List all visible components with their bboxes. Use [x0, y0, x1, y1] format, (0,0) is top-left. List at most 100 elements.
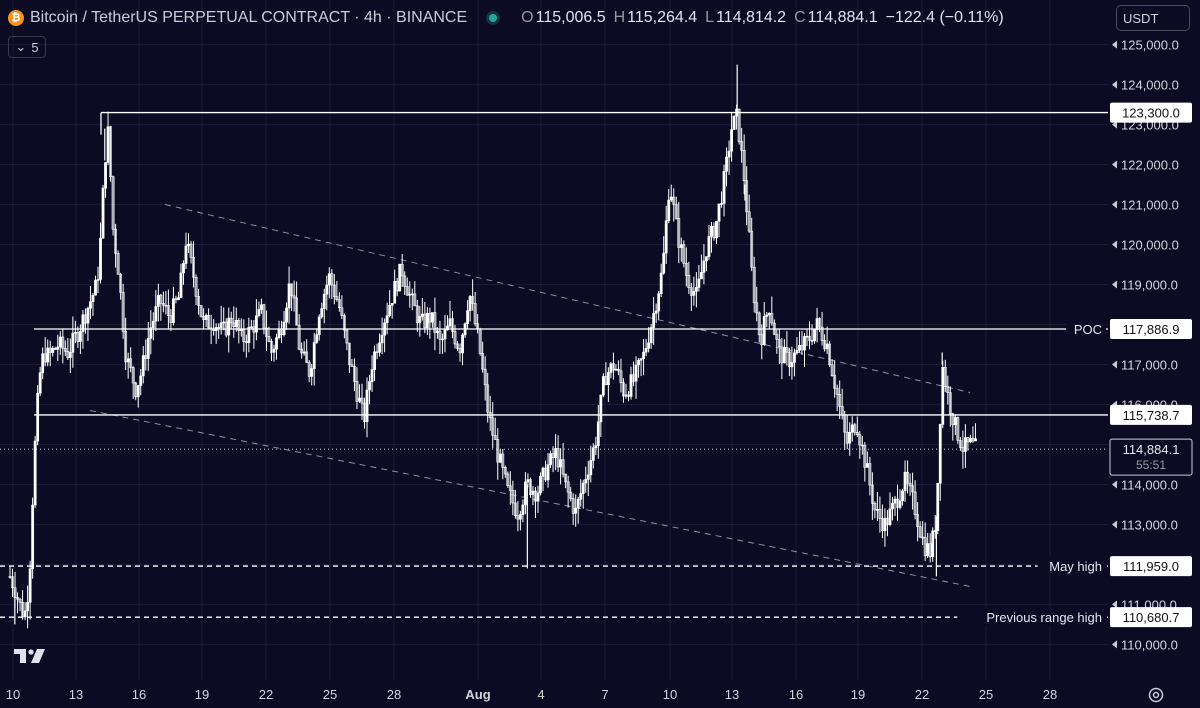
level-text-previous-range-high: Previous range high — [986, 610, 1102, 625]
candle-body — [740, 141, 744, 151]
candle-body — [277, 329, 281, 338]
candle-body — [141, 355, 145, 377]
candle-body — [536, 492, 540, 502]
candle-body — [232, 322, 236, 327]
candle-body — [174, 298, 178, 301]
candle-body — [476, 323, 480, 330]
candle-body — [194, 276, 198, 297]
candle-body — [204, 315, 208, 320]
candle-body — [242, 329, 246, 342]
candle-body — [526, 479, 530, 483]
candle-body — [121, 292, 125, 332]
candle-body — [760, 334, 764, 345]
candle-body — [845, 431, 849, 444]
candle-body — [627, 394, 630, 397]
candle-body — [68, 351, 72, 358]
candle-body — [732, 115, 736, 130]
tick-arrow-icon — [1112, 160, 1117, 169]
y-tick-label: 124,000.0 — [1121, 78, 1179, 93]
candle-body — [327, 273, 331, 286]
candle-body — [790, 362, 794, 368]
candle-body — [129, 358, 133, 368]
candle-body — [38, 372, 42, 394]
low-value: 114,814.2 — [716, 9, 787, 26]
candle-body — [501, 453, 505, 468]
candle-body — [58, 336, 62, 348]
y-tick-label: 119,000.0 — [1121, 278, 1178, 293]
candle-body — [529, 479, 532, 495]
candle-body — [94, 280, 97, 296]
candle-body — [254, 315, 258, 333]
candle-body — [785, 347, 789, 353]
gear-icon[interactable] — [1146, 685, 1166, 705]
level-price-box — [1110, 607, 1192, 628]
candle-body — [622, 382, 625, 397]
level-price-box — [1110, 556, 1192, 577]
candle-body — [953, 417, 957, 426]
candle-body — [441, 338, 444, 341]
candle-body — [81, 314, 85, 332]
candle-body — [433, 312, 437, 333]
candle-body — [217, 327, 221, 329]
candle-body — [332, 284, 336, 297]
candle-body — [43, 353, 47, 363]
low-label: L — [705, 9, 715, 26]
candle-body — [18, 598, 22, 603]
candle-body — [913, 491, 917, 515]
candle-body — [896, 498, 899, 508]
symbol-title[interactable]: Bitcoin / TetherUS PERPETUAL CONTRACT · … — [30, 9, 468, 26]
candle-body — [926, 543, 930, 556]
candle-body — [513, 502, 517, 517]
x-tick-label: 10 — [663, 687, 677, 702]
candle-body — [275, 337, 278, 350]
candle-body — [881, 518, 884, 532]
candle-body — [322, 293, 326, 309]
candle-body — [342, 315, 346, 331]
candle-body — [51, 348, 55, 353]
candle-body — [239, 329, 243, 331]
candle-body — [317, 316, 321, 335]
candle-body — [46, 347, 50, 363]
candle-body — [928, 543, 932, 558]
time-axis[interactable]: 10 13 16 19 22 25 28 Aug 4 7 10 13 16 19 22 25 28 — [6, 687, 1057, 702]
candle-body — [466, 310, 469, 324]
candle-body — [710, 226, 713, 237]
candle-body — [644, 347, 648, 353]
candle-body — [257, 309, 261, 317]
candle-body — [521, 504, 525, 515]
candle-body — [491, 417, 495, 436]
candle-body — [146, 338, 150, 359]
indicator-count-button[interactable]: ⌄ 5 — [8, 36, 46, 58]
candle-body — [634, 364, 638, 382]
candle-body — [73, 332, 77, 334]
candle-body — [390, 302, 394, 306]
candle-body — [207, 315, 211, 329]
x-tick-label: 7 — [601, 687, 608, 702]
candle-body — [436, 330, 439, 333]
candle-body — [566, 481, 570, 493]
candle-body — [891, 502, 894, 510]
candle-body — [448, 318, 452, 327]
candle-body — [571, 498, 575, 514]
candle-body — [468, 296, 472, 311]
candle-body — [870, 484, 874, 504]
candle-body — [295, 297, 299, 326]
candle-body — [337, 299, 341, 309]
candle-body — [134, 382, 138, 398]
candle-body — [918, 526, 922, 538]
candle-body — [838, 393, 842, 407]
candle-body — [345, 329, 349, 344]
candle-body — [184, 245, 188, 264]
x-tick-label: 25 — [323, 687, 337, 702]
level-labels: 123,300.0 POC 117,886.9 115,738.7 May high 11… — [957, 102, 1193, 628]
candle-body — [969, 437, 972, 443]
candle-body — [863, 445, 867, 468]
candle-body — [209, 327, 213, 330]
candle-body — [632, 374, 635, 382]
level-price-label: 123,300.0 — [1122, 106, 1180, 121]
currency-selector[interactable]: USDT — [1116, 5, 1190, 31]
candle-body — [66, 350, 70, 358]
candle-body — [835, 387, 839, 395]
candle-body — [99, 237, 102, 280]
